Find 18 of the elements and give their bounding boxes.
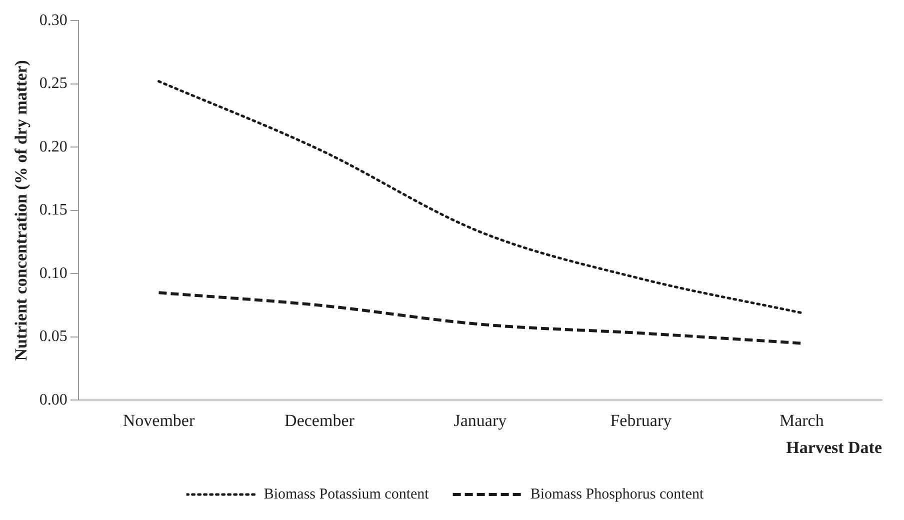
x-tick-label: November [122, 410, 195, 430]
y-tick-label: 0.15 [39, 202, 68, 219]
y-tick-label: 0.10 [39, 264, 68, 282]
x-tick-label: December [284, 410, 355, 430]
x-tick-label: March [779, 410, 824, 430]
line-series [157, 291, 804, 345]
legend-label: Biomass Potassium content [264, 486, 430, 502]
line-series [158, 80, 803, 314]
legend-label: Biomass Phosphorus content [530, 486, 704, 502]
y-axis-title: Nutrient concentration (% of dry matter) [12, 60, 31, 361]
x-axis-title: Harvest Date [786, 438, 882, 458]
y-tick-label: 0.20 [39, 138, 68, 156]
y-tick-label: 0.30 [39, 12, 68, 29]
y-tick-label: 0.25 [39, 75, 68, 92]
y-tick-label: 0.00 [39, 391, 68, 408]
y-tick-label: 0.05 [39, 328, 68, 346]
x-tick-label: January [454, 410, 508, 430]
x-tick-label: February [610, 410, 672, 430]
